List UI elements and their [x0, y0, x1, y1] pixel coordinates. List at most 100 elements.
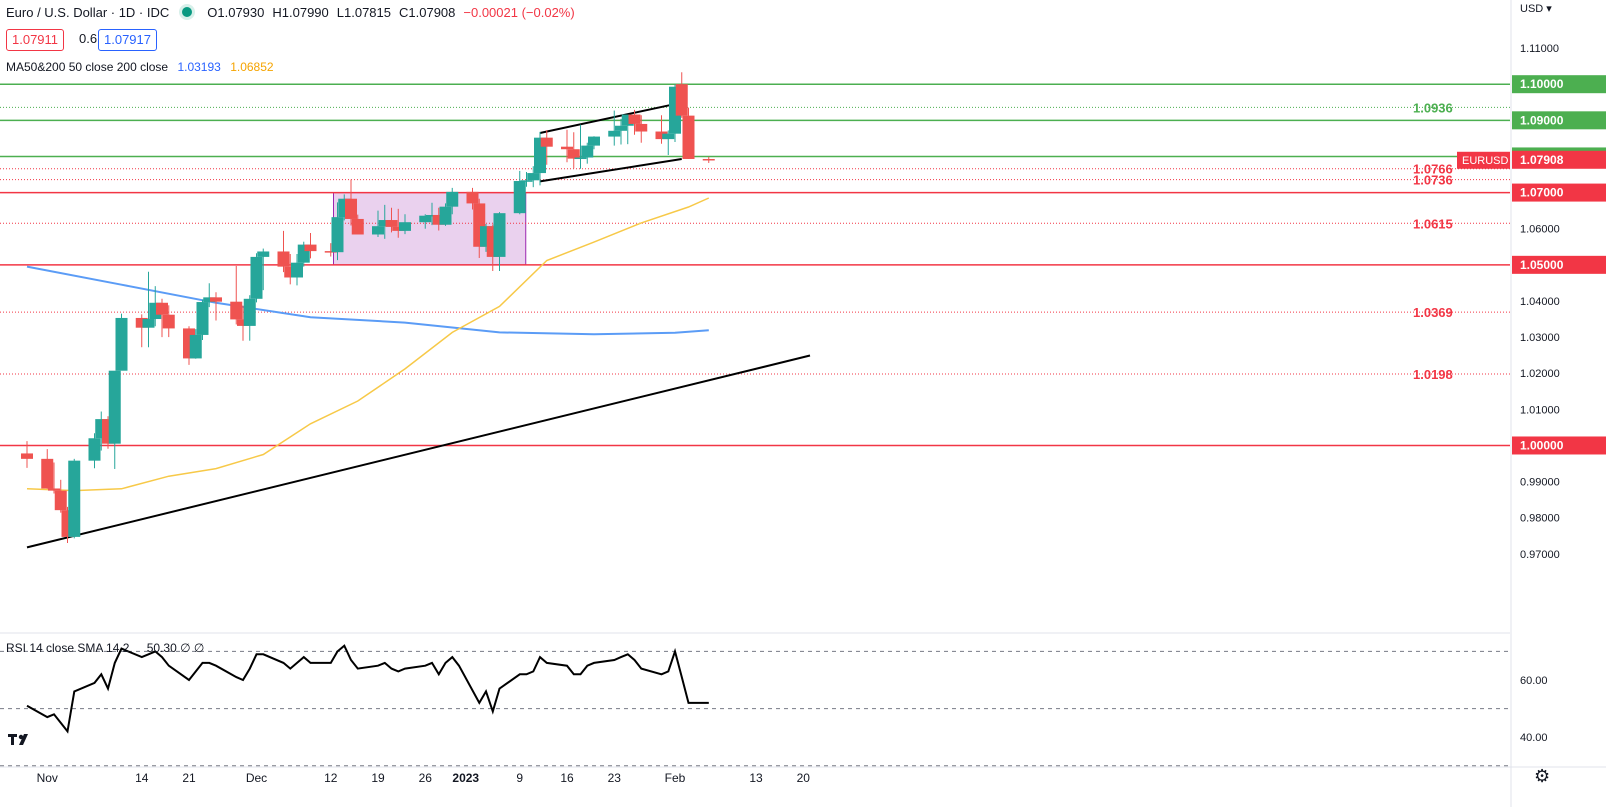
time-tick-label: 14 [135, 771, 149, 785]
price-tick-label: 0.97000 [1520, 549, 1560, 561]
rsi-legend[interactable]: RSI 14 close SMA 14 2 50.30 ∅ ∅ [6, 641, 204, 655]
price-tick-label: 1.06000 [1520, 224, 1560, 236]
candle-body [189, 334, 202, 359]
symbol-title[interactable]: Euro / U.S. Dollar · 1D · IDC [6, 4, 170, 20]
candle-body [372, 226, 384, 235]
rsi-value: 50.30 ∅ ∅ [146, 641, 205, 655]
candle-body [88, 438, 101, 461]
price-tick-label: 1.03000 [1520, 332, 1560, 344]
candle-body [675, 84, 688, 116]
candle-body [378, 220, 391, 227]
candle-body [608, 130, 621, 137]
ma50-line [26, 197, 710, 492]
price-level-tag-label: 1.07000 [1520, 186, 1564, 200]
gear-icon[interactable]: ⚙ [1534, 766, 1551, 786]
candle-body [230, 301, 243, 320]
candle-body [237, 319, 249, 326]
candle-body [513, 181, 526, 214]
level-label: 1.0369 [1413, 305, 1453, 320]
symbol-tag [1457, 151, 1510, 169]
level-label: 1.0615 [1413, 216, 1453, 231]
candle-body [257, 251, 270, 257]
candle-body [324, 251, 337, 253]
rsi-legend-label: RSI 14 close SMA 14 2 [6, 641, 130, 655]
trendlines [26, 103, 811, 549]
candle-body [115, 317, 128, 371]
price-level-tag [1512, 436, 1606, 455]
candle-body [203, 297, 216, 303]
level-label: 1.0736 [1413, 173, 1453, 188]
price-tick-label: 0.98000 [1520, 513, 1560, 525]
time-tick-label: 23 [608, 771, 622, 785]
sell-price-button[interactable]: 1.07911 [6, 29, 65, 51]
candle-body [635, 123, 648, 132]
time-tick-label: 2023 [452, 771, 479, 785]
candle-body [48, 488, 60, 491]
candle-body [628, 114, 641, 124]
change-value: −0.00021 (−0.02%) [463, 4, 575, 20]
candle-body [567, 149, 580, 159]
candle-body [426, 214, 438, 217]
spread-value: 0.6 [79, 31, 98, 46]
time-tick-label: 26 [419, 771, 433, 785]
rsi-pane [0, 644, 1510, 767]
price-level-tag-label: 1.10000 [1520, 77, 1564, 91]
candle-body [574, 157, 587, 160]
trendline [539, 103, 676, 134]
time-tick-label: 12 [324, 771, 338, 785]
candle-body [561, 146, 573, 150]
axes: 1.110001.100001.090001.080001.070001.060… [37, 43, 1606, 785]
tradingview-logo-icon[interactable] [8, 732, 34, 753]
candle-body [196, 302, 209, 335]
price-level-tag [1512, 75, 1606, 94]
price-level-tag [1512, 111, 1606, 130]
candle-body [466, 191, 479, 204]
candle-body [210, 297, 222, 302]
candle-body [540, 137, 553, 147]
time-tick-label: Feb [665, 771, 686, 785]
candle-body [399, 222, 411, 231]
ma-legend-label: MA50&200 50 close 200 close [6, 60, 169, 74]
candle-body [68, 460, 81, 537]
price-tick-label: 1.11000 [1520, 43, 1559, 55]
candle-body [243, 298, 256, 326]
trendline [539, 157, 682, 183]
symbol-tag-label: EURUSD [1462, 155, 1509, 167]
time-tick-label: 21 [182, 771, 196, 785]
candle-body [493, 213, 506, 257]
price-tick-label: 1.01000 [1520, 404, 1560, 416]
currency-label: USD [1520, 3, 1544, 15]
ma50-value: 1.03193 [177, 60, 221, 74]
ma-legend[interactable]: MA50&200 50 close 200 close 1.03193 1.06… [6, 60, 274, 74]
candle-body [156, 302, 168, 315]
candle-body [419, 215, 432, 223]
candles [21, 72, 715, 544]
time-tick-label: 20 [797, 771, 811, 785]
candle-body [250, 256, 263, 299]
trendline [26, 354, 811, 549]
high-value: H1.07990 [272, 4, 329, 20]
symbol-header: Euro / U.S. Dollar · 1D · IDC O1.07930 H… [6, 4, 575, 20]
candle-body [588, 136, 600, 146]
time-tick-label: 9 [516, 771, 523, 785]
time-tick-label: Nov [37, 771, 58, 785]
candle-body [21, 453, 33, 459]
price-level-tag-label: 1.05000 [1520, 258, 1564, 272]
candle-body [41, 458, 54, 489]
candle-body [162, 314, 175, 329]
rsi-tick-label: 60.00 [1520, 675, 1548, 687]
candle-body [108, 370, 121, 444]
candle-body [520, 180, 533, 182]
candle-body [135, 317, 148, 328]
candle-body [284, 266, 297, 278]
time-tick-label: Dec [246, 771, 267, 785]
last-price-label: 1.07908 [1520, 153, 1564, 167]
currency-selector[interactable]: USD ▾ [1520, 3, 1552, 15]
moving-averages [26, 197, 710, 492]
buy-price-button[interactable]: 1.07917 [98, 29, 157, 51]
price-level-tag-label: 1.00000 [1520, 438, 1564, 452]
candle-body [702, 158, 715, 161]
